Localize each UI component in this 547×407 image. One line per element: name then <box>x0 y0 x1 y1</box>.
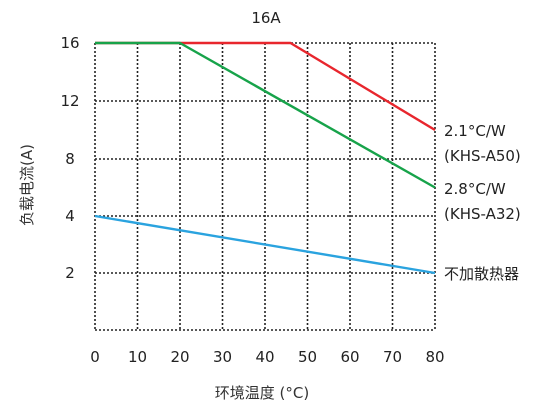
y-tick-2: 8 <box>65 150 75 168</box>
series-label-0-0: 2.1°C/W <box>444 122 506 140</box>
y-tick-0: 16 <box>60 34 79 52</box>
y-axis-label: 负载电流(A) <box>18 144 36 226</box>
x-tick-2: 20 <box>170 348 189 366</box>
y-tick-1: 12 <box>60 92 79 110</box>
y-tick-4: 2 <box>65 264 75 282</box>
series-label-1-1: (KHS-A32) <box>444 205 521 223</box>
x-tick-labels: 0 10 20 30 40 50 60 70 80 <box>90 348 444 366</box>
y-tick-3: 4 <box>65 207 75 225</box>
series-label-0-1: (KHS-A50) <box>444 147 521 165</box>
series-lines <box>94 41 436 275</box>
series-line-1 <box>95 41 436 189</box>
grid <box>94 42 436 331</box>
x-tick-1: 10 <box>128 348 147 366</box>
series-label-2-0: 不加散热器 <box>444 265 519 283</box>
x-tick-7: 70 <box>383 348 402 366</box>
x-tick-4: 40 <box>255 348 274 366</box>
x-tick-6: 60 <box>340 348 359 366</box>
series-label-1-0: 2.8°C/W <box>444 180 506 198</box>
x-tick-8: 80 <box>425 348 444 366</box>
chart-title: 16A <box>251 9 281 27</box>
x-tick-3: 30 <box>213 348 232 366</box>
x-tick-0: 0 <box>90 348 100 366</box>
series-labels: 2.1°C/W (KHS-A50) 2.8°C/W (KHS-A32) 不加散热器 <box>444 122 521 283</box>
x-tick-5: 50 <box>298 348 317 366</box>
series-line-2 <box>94 214 436 275</box>
x-axis-label: 环境温度 (°C) <box>215 384 309 402</box>
y-tick-labels: 16 12 8 4 2 <box>60 34 79 282</box>
